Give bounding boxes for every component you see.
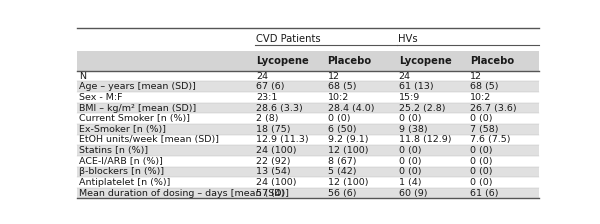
Bar xyxy=(77,92,539,103)
Text: ACE-I/ARB [n (%)]: ACE-I/ARB [n (%)] xyxy=(79,157,163,166)
Text: 10:2: 10:2 xyxy=(470,93,491,102)
Text: 24: 24 xyxy=(256,72,268,81)
Text: BMI – kg/m² [mean (SD)]: BMI – kg/m² [mean (SD)] xyxy=(79,103,196,113)
Text: 23:1: 23:1 xyxy=(256,93,278,102)
Text: 0 (0): 0 (0) xyxy=(470,167,493,177)
Text: 0 (0): 0 (0) xyxy=(399,167,421,177)
Text: 26.7 (3.6): 26.7 (3.6) xyxy=(470,103,517,113)
Text: 15:9: 15:9 xyxy=(399,93,420,102)
Text: 61 (13): 61 (13) xyxy=(399,82,433,91)
Text: 60 (9): 60 (9) xyxy=(399,189,427,198)
Text: 2 (8): 2 (8) xyxy=(256,114,279,123)
Bar xyxy=(77,28,539,51)
Text: 18 (75): 18 (75) xyxy=(256,125,291,134)
Text: Ex-Smoker [n (%)]: Ex-Smoker [n (%)] xyxy=(79,125,166,134)
Text: 56 (6): 56 (6) xyxy=(328,189,356,198)
Bar xyxy=(77,51,539,71)
Bar xyxy=(77,71,539,82)
Bar xyxy=(77,177,539,188)
Bar xyxy=(77,188,539,198)
Text: N: N xyxy=(79,72,86,81)
Text: 57 (4): 57 (4) xyxy=(256,189,285,198)
Text: 0 (0): 0 (0) xyxy=(399,157,421,166)
Text: 25.2 (2.8): 25.2 (2.8) xyxy=(399,103,445,113)
Text: 68 (5): 68 (5) xyxy=(328,82,356,91)
Text: Placebo: Placebo xyxy=(470,56,514,66)
Text: 24 (100): 24 (100) xyxy=(256,178,297,187)
Text: 24: 24 xyxy=(399,72,411,81)
Text: 8 (67): 8 (67) xyxy=(328,157,356,166)
Text: 0 (0): 0 (0) xyxy=(399,114,421,123)
Text: 12: 12 xyxy=(328,72,340,81)
Bar xyxy=(77,124,539,135)
Text: 0 (0): 0 (0) xyxy=(328,114,350,123)
Text: 10:2: 10:2 xyxy=(328,93,349,102)
Bar xyxy=(77,156,539,167)
Bar xyxy=(77,113,539,124)
Text: 68 (5): 68 (5) xyxy=(470,82,499,91)
Text: 6 (50): 6 (50) xyxy=(328,125,356,134)
Text: 12: 12 xyxy=(470,72,482,81)
Text: 0 (0): 0 (0) xyxy=(470,114,493,123)
Text: 9.2 (9.1): 9.2 (9.1) xyxy=(328,136,368,144)
Text: 61 (6): 61 (6) xyxy=(470,189,499,198)
Text: 13 (54): 13 (54) xyxy=(256,167,291,177)
Text: 24 (100): 24 (100) xyxy=(256,146,297,155)
Text: 1 (4): 1 (4) xyxy=(399,178,421,187)
Text: 7 (58): 7 (58) xyxy=(470,125,499,134)
Text: EtOH units/week [mean (SD)]: EtOH units/week [mean (SD)] xyxy=(79,136,219,144)
Bar xyxy=(77,167,539,177)
Text: 5 (42): 5 (42) xyxy=(328,167,356,177)
Text: 22 (92): 22 (92) xyxy=(256,157,291,166)
Text: CVD Patients: CVD Patients xyxy=(256,34,320,44)
Text: Statins [n (%)]: Statins [n (%)] xyxy=(79,146,148,155)
Text: 0 (0): 0 (0) xyxy=(399,146,421,155)
Text: 28.6 (3.3): 28.6 (3.3) xyxy=(256,103,303,113)
Text: 12.9 (11.3): 12.9 (11.3) xyxy=(256,136,309,144)
Text: Lycopene: Lycopene xyxy=(256,56,309,66)
Text: 0 (0): 0 (0) xyxy=(470,178,493,187)
Bar xyxy=(77,145,539,156)
Text: 11.8 (12.9): 11.8 (12.9) xyxy=(399,136,451,144)
Text: 0 (0): 0 (0) xyxy=(470,157,493,166)
Text: β-blockers [n (%)]: β-blockers [n (%)] xyxy=(79,167,164,177)
Text: Mean duration of dosing – days [mean (SD)]: Mean duration of dosing – days [mean (SD… xyxy=(79,189,289,198)
Bar xyxy=(77,82,539,92)
Text: 0 (0): 0 (0) xyxy=(470,146,493,155)
Text: 12 (100): 12 (100) xyxy=(328,146,368,155)
Text: Placebo: Placebo xyxy=(328,56,372,66)
Text: Sex - M:F: Sex - M:F xyxy=(79,93,122,102)
Text: Lycopene: Lycopene xyxy=(399,56,451,66)
Text: 7.6 (7.5): 7.6 (7.5) xyxy=(470,136,511,144)
Text: Current Smoker [n (%)]: Current Smoker [n (%)] xyxy=(79,114,190,123)
Text: 12 (100): 12 (100) xyxy=(328,178,368,187)
Bar xyxy=(77,135,539,145)
Text: 67 (6): 67 (6) xyxy=(256,82,285,91)
Text: Age – years [mean (SD)]: Age – years [mean (SD)] xyxy=(79,82,196,91)
Text: Antiplatelet [n (%)]: Antiplatelet [n (%)] xyxy=(79,178,170,187)
Text: HVs: HVs xyxy=(398,34,418,44)
Bar xyxy=(77,103,539,113)
Text: 28.4 (4.0): 28.4 (4.0) xyxy=(328,103,374,113)
Text: 9 (38): 9 (38) xyxy=(399,125,427,134)
